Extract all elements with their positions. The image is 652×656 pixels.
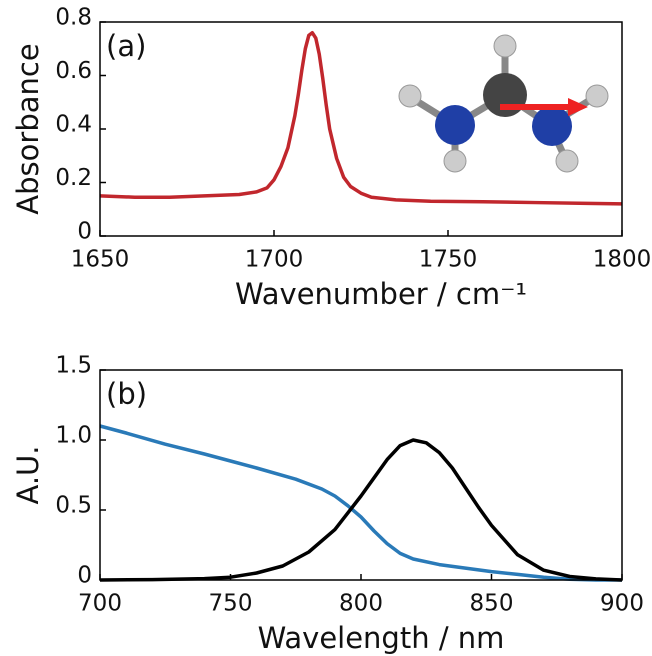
panel-label: (a) (106, 29, 146, 63)
y-tick-label: 0 (77, 219, 92, 245)
panel-label: (b) (106, 377, 147, 411)
y-tick-label: 0.5 (55, 493, 92, 519)
x-tick-label: 1700 (245, 247, 304, 273)
molecule (399, 35, 608, 172)
x-axis-label: Wavenumber / cm⁻¹ (235, 277, 527, 311)
x-tick-label: 800 (339, 591, 383, 617)
y-axis-label: A.U. (11, 446, 45, 505)
data-line (100, 426, 622, 580)
x-axis-label: Wavelength / nm (258, 621, 505, 655)
x-tick-label: 1800 (593, 247, 652, 273)
y-tick-label: 1.0 (55, 423, 92, 449)
y-tick-label: 0.2 (55, 165, 92, 191)
x-tick-label: 700 (78, 591, 122, 617)
figure: 1650 1700 1750 1800 0 0.2 0.4 0.6 0.8 (a) Wavenumb… (0, 0, 652, 656)
data-line (100, 440, 622, 580)
y-tick-label: 1.5 (55, 353, 92, 379)
x-tick-label: 850 (470, 591, 514, 617)
y-tick-label: 0.8 (55, 5, 92, 31)
x-tick-label: 750 (209, 591, 253, 617)
y-tick-label: 0 (77, 563, 92, 589)
x-tick-label: 900 (600, 591, 644, 617)
x-tick-label: 1650 (71, 247, 130, 273)
y-tick-label: 0.4 (55, 112, 92, 138)
plot-frame (100, 370, 622, 580)
y-axis-label: Absorbance (11, 43, 45, 214)
y-tick-label: 0.6 (55, 58, 92, 84)
x-tick-label: 1750 (419, 247, 478, 273)
